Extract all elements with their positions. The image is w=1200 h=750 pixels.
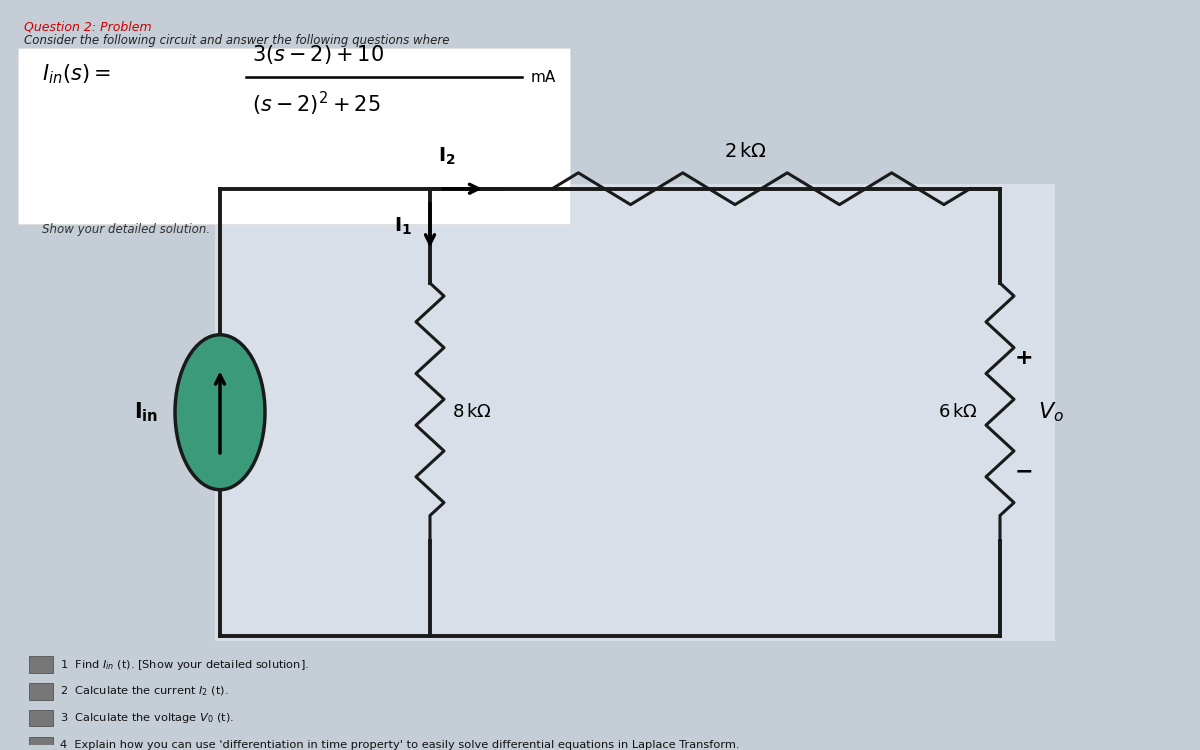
Text: Consider the following circuit and answer the following questions where: Consider the following circuit and answe… [24, 34, 450, 46]
Text: Show your detailed solution.: Show your detailed solution. [42, 224, 210, 236]
Text: Question 2: Problem: Question 2: Problem [24, 21, 151, 34]
FancyBboxPatch shape [18, 49, 570, 224]
FancyBboxPatch shape [29, 710, 53, 726]
Text: $(s-2)^2+25$: $(s-2)^2+25$ [252, 89, 380, 118]
Text: $6\,\mathrm{k\Omega}$: $6\,\mathrm{k\Omega}$ [938, 404, 978, 422]
Text: 1  Find $I_{in}$ (t). [Show your detailed solution].: 1 Find $I_{in}$ (t). [Show your detailed… [60, 658, 308, 671]
Text: mA: mA [530, 70, 556, 85]
Text: $2\,\mathrm{k\Omega}$: $2\,\mathrm{k\Omega}$ [724, 142, 767, 161]
Ellipse shape [175, 334, 265, 490]
Text: −: − [1015, 462, 1033, 482]
Text: $\mathbf{I_1}$: $\mathbf{I_1}$ [394, 216, 412, 237]
Text: $8\,\mathrm{k\Omega}$: $8\,\mathrm{k\Omega}$ [452, 404, 492, 422]
FancyBboxPatch shape [215, 184, 1055, 640]
Text: +: + [1015, 347, 1033, 368]
FancyBboxPatch shape [29, 736, 53, 750]
Text: 4  Explain how you can use 'differentiation in time property' to easily solve di: 4 Explain how you can use 'differentiati… [60, 740, 739, 750]
Text: $\mathbf{I_2}$: $\mathbf{I_2}$ [438, 146, 456, 167]
Text: 2  Calculate the current $I_2$ (t).: 2 Calculate the current $I_2$ (t). [60, 685, 229, 698]
Text: $3(s-2)+10$: $3(s-2)+10$ [252, 43, 384, 65]
FancyBboxPatch shape [29, 683, 53, 700]
Text: 3  Calculate the voltage $V_0$ (t).: 3 Calculate the voltage $V_0$ (t). [60, 711, 234, 725]
Text: $V_o$: $V_o$ [1038, 400, 1064, 424]
Text: $I_{in}(s) =$: $I_{in}(s) =$ [42, 63, 110, 86]
FancyBboxPatch shape [29, 656, 53, 673]
Text: $\mathbf{I_{in}}$: $\mathbf{I_{in}}$ [133, 400, 158, 424]
